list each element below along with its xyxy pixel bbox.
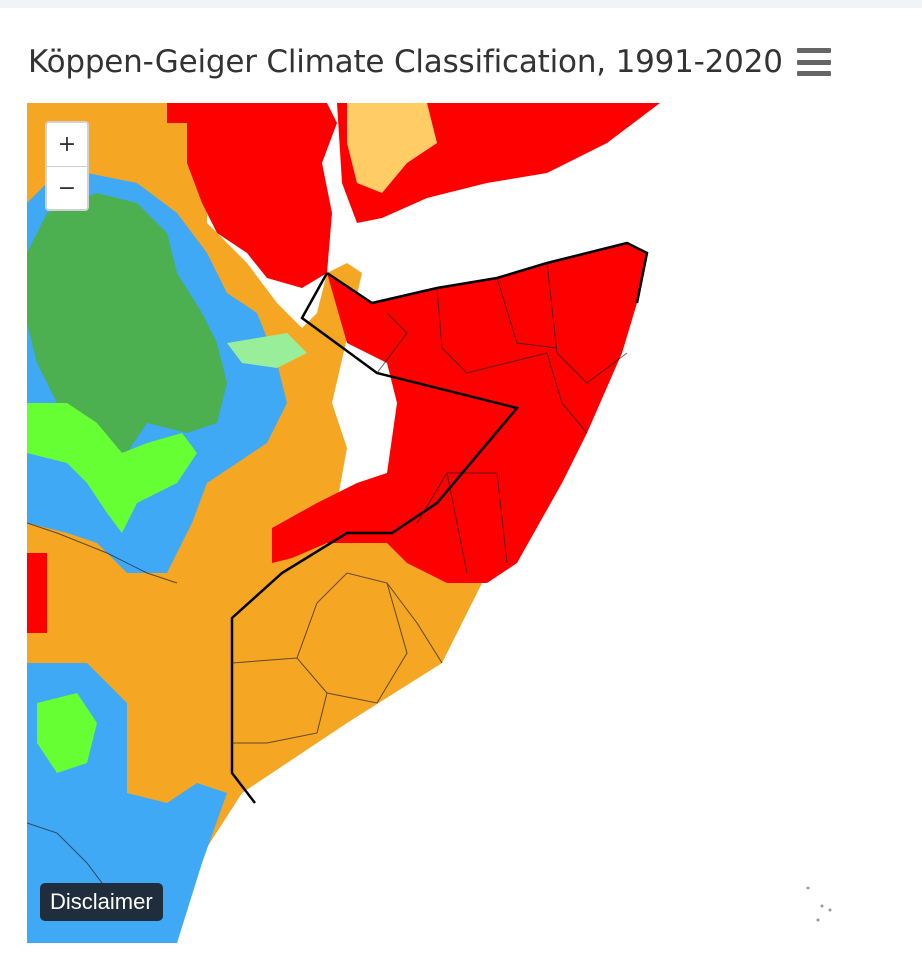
land-desert-somalia	[272, 243, 647, 583]
land-highland-south	[37, 693, 97, 773]
land-desert-north	[167, 103, 337, 288]
zoom-control: + −	[45, 121, 89, 211]
zoom-divider	[47, 166, 87, 167]
region-borders	[27, 262, 628, 904]
header: Köppen-Geiger Climate Classification, 19…	[28, 40, 831, 84]
country-borders	[230, 241, 649, 804]
land-highland-cwa	[27, 403, 197, 533]
land-desert-west	[27, 553, 47, 633]
climate-map[interactable]: + − Disclaimer	[27, 103, 660, 943]
land-arabia-steppe	[347, 103, 437, 193]
disclaimer-button[interactable]: Disclaimer	[40, 883, 163, 921]
map-canvas	[27, 103, 660, 943]
land-highland-cwb	[27, 193, 227, 453]
land-highland-cfb	[227, 333, 307, 368]
hamburger-menu-icon[interactable]	[796, 48, 831, 76]
top-strip	[0, 0, 922, 8]
zoom-out-button[interactable]: −	[57, 176, 77, 201]
zoom-in-button[interactable]: +	[57, 132, 77, 157]
chart-title: Köppen-Geiger Climate Classification, 19…	[28, 44, 783, 80]
islands-southeast	[806, 886, 832, 922]
